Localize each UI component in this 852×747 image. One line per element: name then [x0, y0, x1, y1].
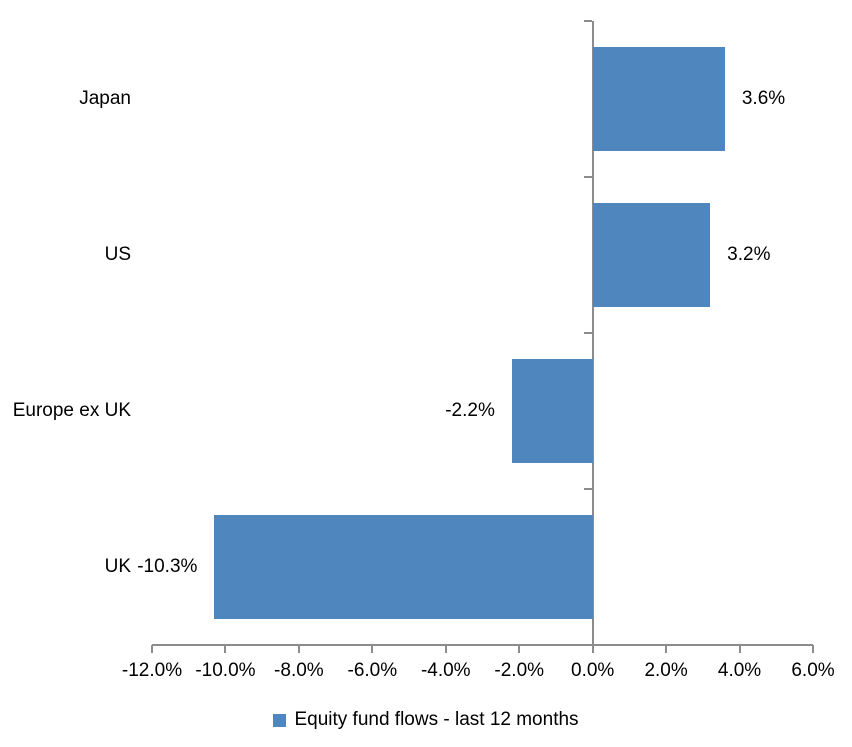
- category-boundary-tick: [583, 176, 592, 178]
- value-label-uk: -10.3%: [137, 556, 198, 577]
- x-tick-label--12-0-: -12.0%: [121, 660, 183, 681]
- x-axis-tick: [151, 645, 153, 653]
- value-label-japan: 3.6%: [741, 88, 786, 109]
- x-tick-label-2-0-: 2.0%: [644, 660, 688, 681]
- x-tick-label-0-0-: 0.0%: [571, 660, 615, 681]
- x-tick-label-4-0-: 4.0%: [717, 660, 762, 681]
- zero-baseline: [591, 21, 594, 645]
- legend-swatch-icon: [273, 713, 287, 727]
- x-tick-label--6-0-: -6.0%: [347, 660, 398, 681]
- x-tick-label--8-0-: -8.0%: [274, 660, 324, 681]
- x-tick-label-6-0-: 6.0%: [791, 660, 835, 681]
- x-axis-tick: [518, 645, 521, 653]
- x-tick-label--4-0-: -4.0%: [420, 660, 471, 681]
- x-axis-tick: [738, 645, 741, 653]
- x-axis-tick: [297, 645, 300, 653]
- x-axis-tick: [812, 645, 814, 653]
- value-label-us: 3.2%: [727, 244, 771, 265]
- bar-uk: [214, 515, 593, 619]
- x-axis-tick: [224, 645, 227, 653]
- bar-japan: [592, 47, 725, 151]
- x-axis-tick: [444, 645, 447, 653]
- x-axis-tick: [665, 645, 668, 653]
- category-label-japan: Japan: [79, 88, 131, 109]
- category-label-uk: UK: [104, 556, 131, 577]
- category-boundary-tick: [583, 20, 592, 22]
- category-label-europe-ex-uk: Europe ex UK: [12, 400, 131, 421]
- x-axis-line: [152, 644, 813, 646]
- category-boundary-tick: [583, 488, 592, 490]
- x-axis-tick: [591, 645, 594, 653]
- bar-europe-ex-uk: [511, 359, 593, 463]
- x-tick-label--10-0-: -10.0%: [195, 660, 256, 681]
- category-boundary-tick: [583, 332, 592, 334]
- x-axis-tick: [371, 645, 374, 653]
- bar-us: [592, 203, 711, 307]
- x-tick-label--2-0-: -2.0%: [494, 660, 545, 681]
- legend-label: Equity fund flows - last 12 months: [294, 709, 579, 730]
- value-label-europe-ex-uk: -2.2%: [445, 400, 495, 421]
- category-label-us: US: [104, 244, 131, 265]
- legend: Equity fund flows - last 12 months: [0, 708, 852, 732]
